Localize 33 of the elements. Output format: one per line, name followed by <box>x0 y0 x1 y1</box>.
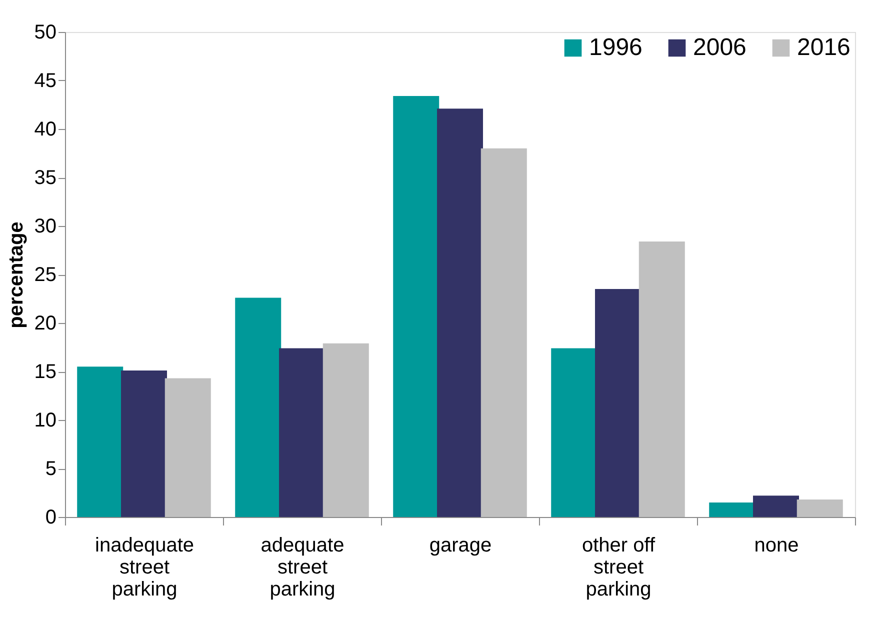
x-tick-label: inadequate street parking <box>95 534 194 600</box>
bar <box>638 242 685 517</box>
x-tick-label: adequate street parking <box>260 534 344 600</box>
y-tick-label: 15 <box>34 361 56 383</box>
y-axis-title: percentage <box>5 222 28 328</box>
bar <box>322 343 369 517</box>
y-tick-label: 5 <box>45 458 56 480</box>
y-tick-label: 40 <box>34 118 56 140</box>
bar <box>437 108 483 517</box>
y-tick-label: 35 <box>34 167 56 189</box>
bar <box>480 148 527 517</box>
y-tick-label: 30 <box>34 216 56 238</box>
legend-label: 2006 <box>693 34 746 61</box>
bar <box>121 370 167 517</box>
bar <box>279 348 325 517</box>
y-tick-label: 50 <box>34 22 56 44</box>
y-tick-label: 0 <box>45 506 56 528</box>
y-tick-label: 45 <box>34 70 56 92</box>
x-tick-label: garage <box>429 534 492 556</box>
bar <box>796 500 843 517</box>
x-tick-label: none <box>754 534 799 556</box>
legend-label: 2016 <box>797 34 850 61</box>
y-tick-label: 20 <box>34 312 56 334</box>
y-tick-label: 25 <box>34 264 56 286</box>
bar <box>753 496 799 517</box>
bar <box>595 289 641 517</box>
bar <box>235 298 282 517</box>
bar <box>77 366 124 517</box>
x-tick-label: other off street parking <box>582 534 656 600</box>
bar <box>393 96 440 517</box>
legend-label: 1996 <box>589 34 642 61</box>
y-tick-label: 10 <box>34 410 56 432</box>
bar <box>164 378 211 517</box>
